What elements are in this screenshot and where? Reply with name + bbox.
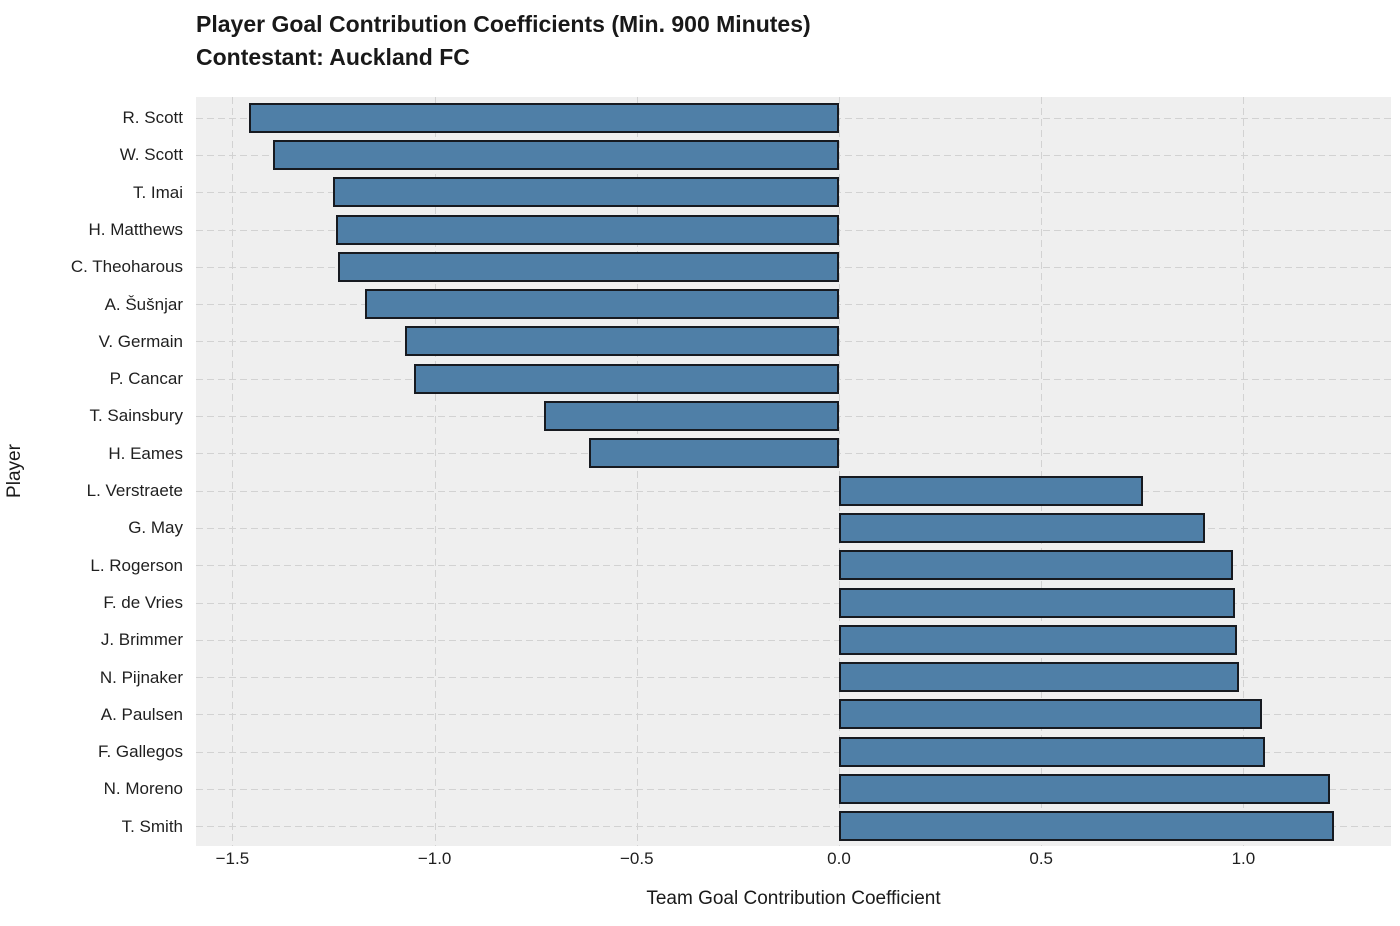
vertical-gridline [838, 97, 840, 846]
bar-f-de-vries [838, 587, 1236, 618]
y-tick-label: P. Cancar [109, 369, 183, 389]
bar-p-cancar [413, 363, 839, 394]
bar-n-pijnaker [838, 662, 1239, 693]
y-tick-label: T. Imai [132, 182, 183, 202]
y-tick-label: J. Brimmer [100, 630, 183, 650]
y-tick-label: F. Gallegos [97, 742, 183, 762]
bar-t-sainsbury [543, 401, 839, 432]
horizontal-gridline [196, 602, 1391, 604]
horizontal-gridline [196, 565, 1391, 567]
y-tick-label: W. Scott [119, 145, 183, 165]
x-tick-label: 0.0 [827, 849, 851, 868]
vertical-gridline [232, 97, 234, 846]
horizontal-gridline [196, 751, 1391, 753]
bar-g-may [838, 512, 1206, 543]
bar-t-imai [333, 177, 839, 208]
x-tick-label: −1.5 [215, 849, 250, 868]
x-tick-labels: −1.5 −1.0 −0.5 0.0 0.5 1.0 [196, 849, 1391, 873]
bar-h-matthews [335, 214, 839, 245]
bar-f-gallegos [838, 736, 1265, 767]
y-tick-label: N. Moreno [103, 779, 183, 799]
y-tick-label: F. de Vries [103, 592, 183, 612]
y-tick-labels: R. Scott W. Scott T. Imai H. Matthews C. The… [0, 97, 190, 846]
vertical-gridline [434, 97, 436, 846]
chart-title: Player Goal Contribution Coefficients (M… [196, 8, 811, 74]
chart-title-line2: Contestant: Auckland FC [196, 44, 470, 70]
x-tick-label: 0.5 [1029, 849, 1054, 868]
y-tick-label: N. Pijnaker [99, 667, 183, 687]
vertical-gridline [1243, 97, 1245, 846]
bar-v-germain [405, 326, 839, 357]
y-tick-label: G. May [128, 518, 183, 538]
horizontal-gridline [196, 826, 1391, 828]
bar-j-brimmer [838, 624, 1237, 655]
y-tick-label: L. Rogerson [90, 555, 183, 575]
y-tick-label: V. Germain [98, 331, 183, 351]
bar-w-scott [272, 139, 839, 170]
bar-l-rogerson [838, 550, 1234, 581]
bar-c-theoharous [338, 251, 839, 282]
horizontal-gridline [196, 677, 1391, 679]
chart-title-line1: Player Goal Contribution Coefficients (M… [196, 11, 811, 37]
y-tick-label: A. Paulsen [100, 704, 183, 724]
bar-t-smith [838, 811, 1334, 842]
bar-l-verstraete [838, 475, 1143, 506]
x-axis-label: Team Goal Contribution Coefficient [646, 888, 941, 909]
y-tick-label: R. Scott [122, 108, 183, 127]
x-tick-label: −1.0 [417, 849, 452, 868]
horizontal-gridline [196, 714, 1391, 716]
x-tick-label: 1.0 [1231, 849, 1256, 868]
y-tick-label: T. Smith [121, 816, 183, 836]
bar-r-scott [248, 102, 839, 133]
vertical-gridline [636, 97, 638, 846]
y-tick-label: T. Sainsbury [89, 406, 183, 426]
x-tick-label: −0.5 [620, 849, 654, 868]
bar-a-u-njar [364, 289, 839, 320]
bar-a-paulsen [838, 699, 1262, 730]
y-tick-label: A. Šušnjar [104, 294, 183, 314]
vertical-gridline [1041, 97, 1043, 846]
bar-n-moreno [838, 774, 1330, 805]
y-tick-label: H. Eames [108, 443, 183, 463]
horizontal-gridline [196, 789, 1391, 791]
y-tick-label: C. Theoharous [70, 257, 183, 277]
horizontal-gridline [196, 490, 1391, 492]
y-tick-label: H. Matthews [88, 219, 183, 239]
plot-area [196, 97, 1391, 846]
horizontal-gridline [196, 639, 1391, 641]
bar-h-eames [589, 438, 839, 469]
y-tick-label: L. Verstraete [86, 481, 183, 500]
horizontal-gridline [196, 527, 1391, 529]
